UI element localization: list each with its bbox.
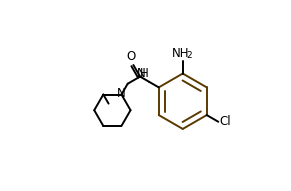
Text: Cl: Cl <box>219 115 231 128</box>
Text: H: H <box>139 67 148 80</box>
Text: N: N <box>137 67 146 80</box>
Text: 2: 2 <box>186 51 192 60</box>
Text: NH: NH <box>172 47 189 60</box>
Text: N: N <box>117 87 126 100</box>
Text: O: O <box>127 50 136 63</box>
